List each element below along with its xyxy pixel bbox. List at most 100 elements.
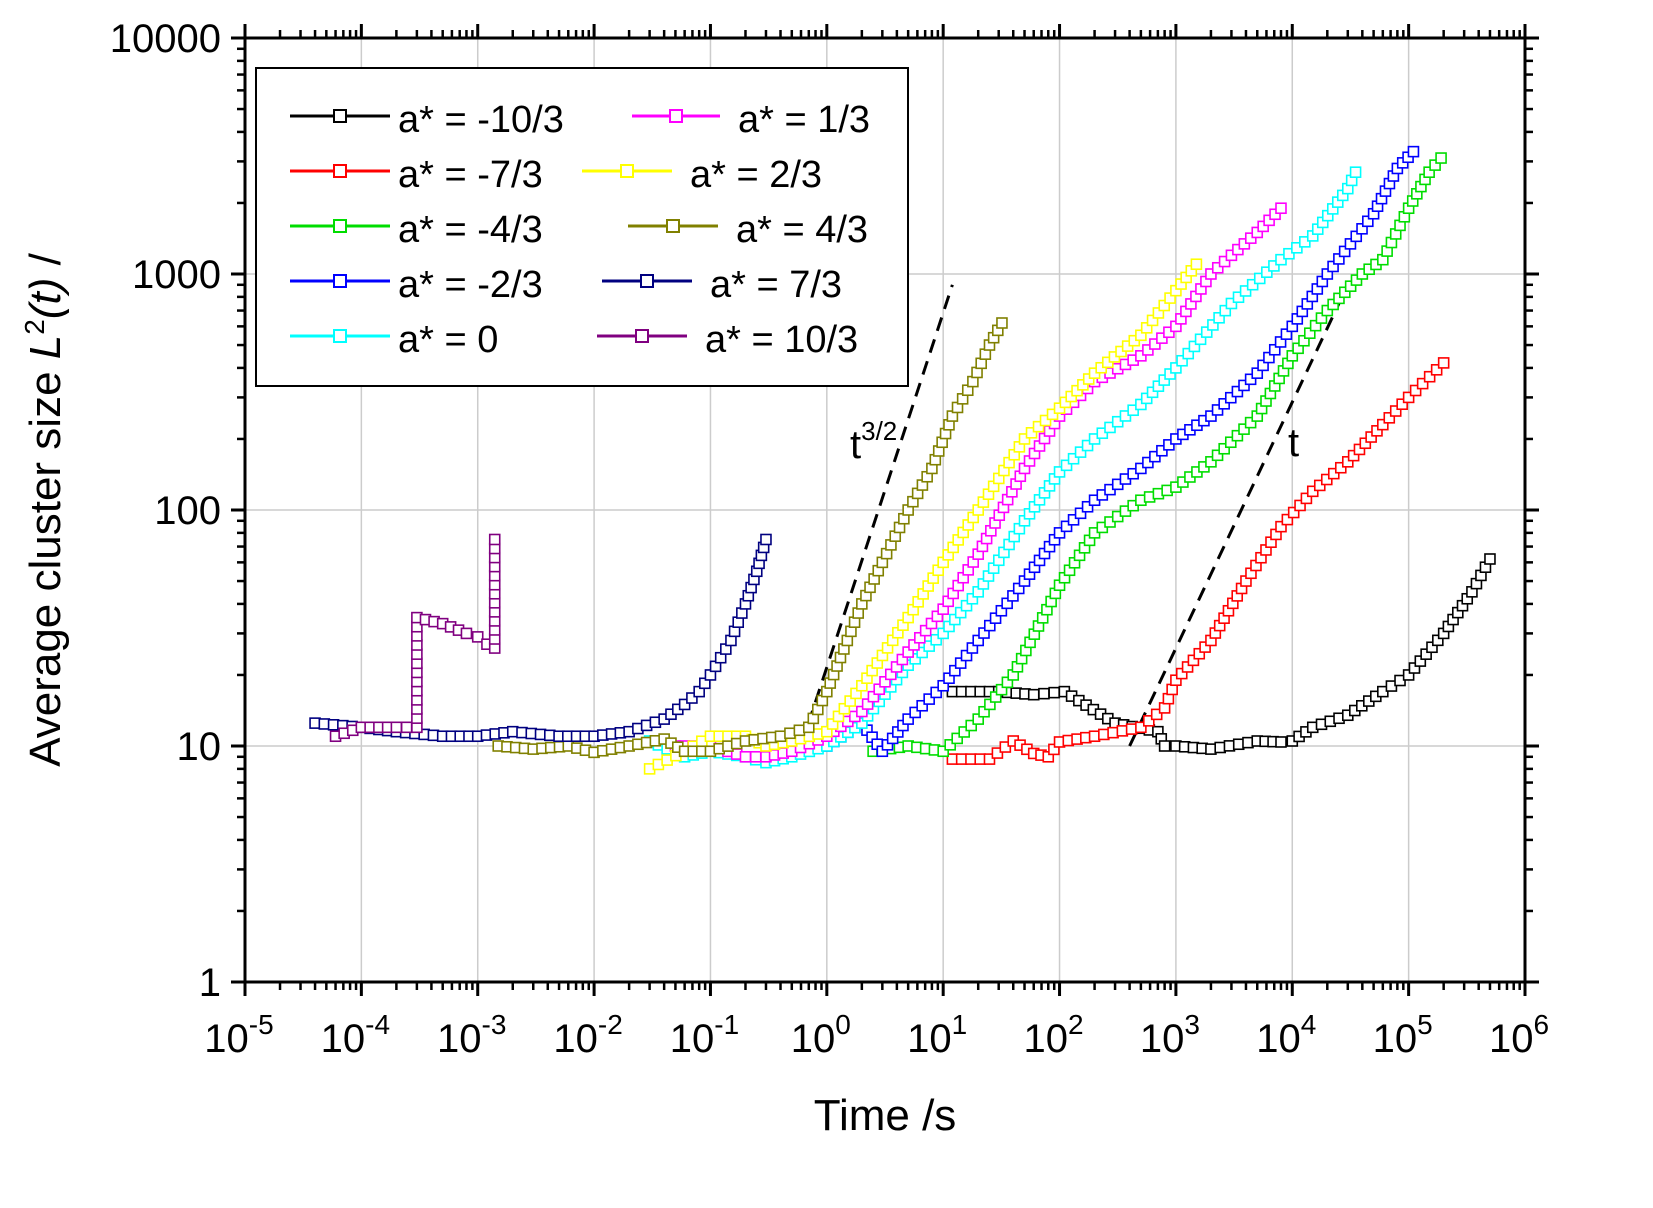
data-point <box>1200 326 1213 338</box>
data-point <box>1140 322 1153 334</box>
data-point <box>1142 715 1155 727</box>
data-point <box>1149 450 1161 463</box>
data-point <box>1218 398 1230 410</box>
data-point <box>1156 444 1168 457</box>
data-point <box>826 718 839 730</box>
series-1 <box>946 357 1450 765</box>
data-point <box>1164 368 1176 380</box>
data-point <box>1164 292 1176 304</box>
data-point <box>923 693 935 705</box>
legend-label: a* = 7/3 <box>710 264 842 306</box>
data-point <box>1257 359 1269 372</box>
legend-entry: a* = -2/3 <box>290 264 543 306</box>
data-point <box>1232 291 1245 304</box>
data-point <box>1059 396 1072 409</box>
data-point <box>1187 654 1200 667</box>
data-point <box>1246 278 1259 291</box>
data-point <box>1365 431 1377 443</box>
reference-lines: t3/2 t <box>799 284 1350 747</box>
data-point <box>1435 152 1447 164</box>
data-point <box>739 750 752 763</box>
data-point <box>960 649 973 662</box>
series-0 <box>946 553 1496 755</box>
x-tick-label: 103 <box>1140 1009 1200 1061</box>
data-point <box>983 753 996 765</box>
data-point <box>902 646 914 658</box>
series-2 <box>867 152 1447 758</box>
data-point <box>1231 385 1244 398</box>
data-point <box>1175 667 1188 680</box>
data-point <box>760 533 772 546</box>
data-point <box>1146 314 1159 327</box>
data-point <box>1053 402 1066 414</box>
data-point <box>908 639 920 651</box>
data-point <box>1071 384 1083 397</box>
data-point <box>1027 688 1040 701</box>
legend-label: a* = -4/3 <box>398 209 543 251</box>
legend-label: a* = -10/3 <box>398 99 564 141</box>
data-point <box>488 533 501 546</box>
data-point <box>923 640 935 652</box>
data-point <box>1402 669 1415 681</box>
data-point <box>1065 390 1078 403</box>
data-point <box>944 739 956 751</box>
data-point <box>1261 266 1273 278</box>
data-point <box>1146 386 1159 399</box>
data-point <box>1032 420 1045 433</box>
legend-marker <box>635 329 649 343</box>
data-point <box>1074 507 1087 520</box>
data-point <box>838 702 851 715</box>
y-tick-label: 100 <box>154 489 221 533</box>
data-point <box>1339 286 1351 299</box>
data-point <box>1156 332 1168 344</box>
data-point <box>930 686 942 699</box>
data-point <box>1253 272 1266 285</box>
data-point <box>1067 452 1080 465</box>
data-point <box>1303 327 1316 339</box>
data-point <box>1152 380 1165 392</box>
data-point <box>1281 513 1294 526</box>
data-point <box>1205 410 1217 422</box>
data-point <box>1158 374 1171 386</box>
legend-label: a* = 4/3 <box>736 209 868 251</box>
data-point <box>1170 674 1182 687</box>
data-point <box>1286 350 1299 362</box>
data-point <box>1299 236 1311 248</box>
data-point <box>1341 456 1354 468</box>
data-point <box>1152 307 1165 319</box>
data-point <box>1251 367 1264 379</box>
data-point <box>1377 418 1389 431</box>
data-point <box>1292 342 1304 355</box>
data-point <box>1327 467 1340 480</box>
data-point <box>1025 427 1038 439</box>
data-point <box>1211 261 1224 274</box>
data-point <box>965 719 978 732</box>
data-point <box>1396 398 1408 411</box>
data-point <box>1207 319 1219 331</box>
data-point <box>960 599 973 612</box>
data-point <box>1333 292 1345 305</box>
data-point <box>1423 370 1436 383</box>
legend-entry: a* = -7/3 <box>290 154 543 196</box>
data-point <box>1349 166 1362 178</box>
data-point <box>1219 304 1232 317</box>
data-point <box>1158 299 1171 312</box>
data-point <box>1224 436 1237 449</box>
data-point <box>1287 506 1300 519</box>
data-point <box>1150 708 1163 721</box>
data-point <box>1176 354 1188 367</box>
legend-marker <box>620 164 634 178</box>
x-tick-label: 106 <box>1489 1009 1549 1061</box>
data-point <box>1350 274 1363 286</box>
data-point <box>1437 357 1450 369</box>
data-point <box>954 606 967 619</box>
series-7 <box>492 317 1008 759</box>
tick-labels: 10-5 10-4 10-3 10-2 10-1 100 101 102 103 104 105 10… <box>110 17 1549 1061</box>
data-point <box>1407 145 1420 158</box>
y-tick-label: 10000 <box>110 17 221 61</box>
series-line <box>314 539 768 738</box>
data-point <box>925 617 938 630</box>
data-point <box>1082 373 1095 385</box>
data-point <box>1149 338 1161 350</box>
data-point <box>1205 268 1217 280</box>
